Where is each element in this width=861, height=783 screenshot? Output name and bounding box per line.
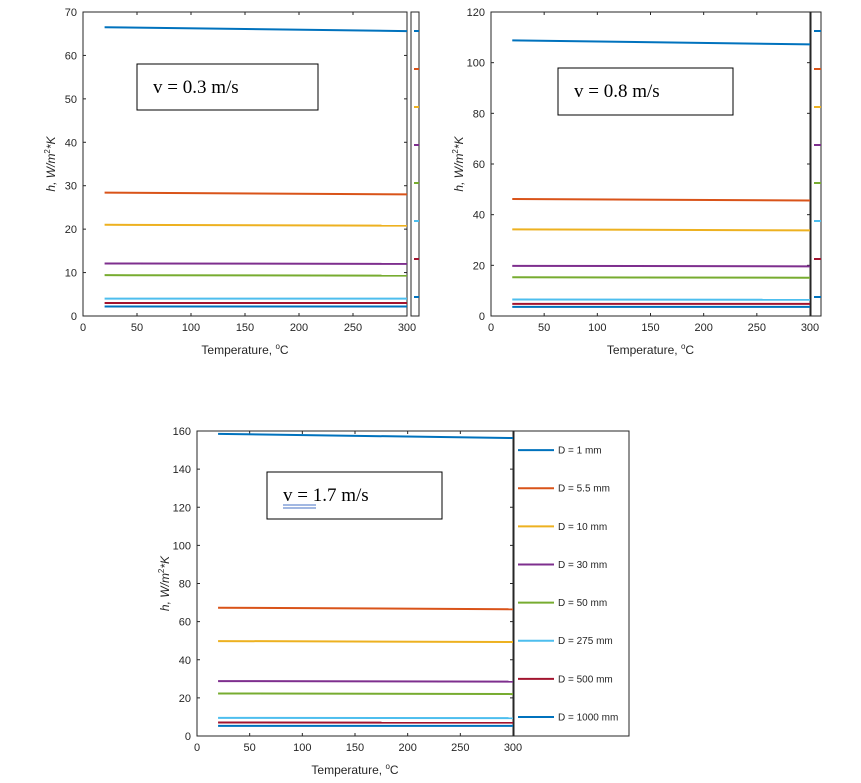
legend-label: D = 10 mm	[558, 522, 607, 533]
y-tick-label: 80	[473, 108, 485, 120]
legend-label: D = 50 mm	[558, 598, 607, 609]
x-tick-label: 0	[488, 322, 494, 334]
series-line	[218, 692, 514, 696]
x-axis-label: Temperature, oC	[607, 342, 695, 357]
annotation-box	[557, 67, 734, 116]
legend-box	[410, 11, 420, 317]
y-tick-label: 60	[473, 159, 485, 171]
y-tick-label: 160	[173, 426, 191, 438]
x-tick-label: 150	[641, 322, 659, 334]
x-tick-label: 250	[344, 322, 362, 334]
y-tick-label: 60	[179, 617, 191, 629]
x-tick-label: 250	[451, 742, 469, 754]
x-tick-label: 300	[801, 322, 819, 334]
x-tick-label: 300	[504, 742, 522, 754]
y-tick-label: 0	[71, 311, 77, 323]
annotation-text: v = 1.7 m/s	[283, 485, 369, 506]
legend-label: D = 1 mm	[558, 446, 602, 457]
x-tick-label: 100	[293, 742, 311, 754]
series-line	[218, 680, 514, 683]
x-tick-label: 200	[290, 322, 308, 334]
chart-1: 0 50 100 150 200 250 300 0 10 20 30 40 50 60 70 Tempera…	[43, 7, 420, 357]
x-tick-label: 50	[131, 322, 143, 334]
y-tick-label: 20	[473, 260, 485, 272]
series-line	[218, 640, 514, 644]
series-line	[104, 191, 408, 196]
y-tick-label: 20	[65, 224, 77, 236]
y-tick-label: 70	[65, 7, 77, 19]
series-line	[218, 432, 514, 440]
series-line	[512, 39, 811, 46]
plot-area	[490, 11, 811, 317]
y-tick-label: 40	[473, 210, 485, 222]
y-tick-label: 140	[173, 464, 191, 476]
x-tick-label: 0	[194, 742, 200, 754]
series-line	[512, 228, 811, 232]
annotation-box	[136, 63, 319, 111]
x-axis-label: Temperature, oC	[201, 342, 289, 357]
y-axis-label: h, W/m2*K	[451, 135, 466, 191]
y-tick-label: 40	[179, 655, 191, 667]
chart-3: 0 50 100 150 200 250 300 0 20 40 60 80 100 120 140 160 T…	[157, 426, 630, 777]
series-line	[512, 276, 811, 279]
series-line	[218, 606, 514, 611]
x-tick-label: 150	[236, 322, 254, 334]
x-tick-label: 300	[398, 322, 416, 334]
annotation-text: v = 0.3 m/s	[153, 77, 239, 98]
x-tick-label: 200	[694, 322, 712, 334]
x-tick-label: 150	[346, 742, 364, 754]
y-axis-label: h, W/m2*K	[43, 135, 58, 191]
y-tick-label: 80	[179, 579, 191, 591]
chart-2: 0 50 100 150 200 250 300 0 20 40 60 80 100 120 Tempera…	[451, 7, 822, 357]
series-line	[104, 26, 408, 33]
series-line	[104, 223, 408, 227]
y-tick-label: 120	[173, 502, 191, 514]
series-line	[512, 197, 811, 202]
legend-box	[513, 430, 630, 737]
y-tick-label: 0	[185, 731, 191, 743]
x-tick-label: 250	[748, 322, 766, 334]
x-tick-label: 100	[588, 322, 606, 334]
annotation-box	[266, 471, 443, 520]
y-axis-label: h, W/m2*K	[157, 555, 172, 611]
series-line	[512, 264, 811, 268]
y-tick-label: 60	[65, 50, 77, 62]
y-tick-label: 50	[65, 94, 77, 106]
annotation-text: v = 0.8 m/s	[574, 81, 660, 102]
x-tick-label: 0	[80, 322, 86, 334]
legend-label: D = 30 mm	[558, 560, 607, 571]
plot-area	[82, 11, 408, 317]
y-tick-label: 10	[65, 268, 77, 280]
y-tick-label: 30	[65, 181, 77, 193]
y-tick-label: 0	[479, 311, 485, 323]
x-tick-label: 50	[538, 322, 550, 334]
x-tick-label: 50	[244, 742, 256, 754]
x-axis-label: Temperature, oC	[311, 762, 399, 777]
y-tick-label: 100	[173, 540, 191, 552]
y-tick-label: 20	[179, 693, 191, 705]
x-tick-label: 200	[398, 742, 416, 754]
legend-label: D = 275 mm	[558, 636, 613, 647]
y-tick-label: 100	[467, 58, 485, 70]
x-tick-label: 100	[182, 322, 200, 334]
y-tick-label: 120	[467, 7, 485, 19]
y-tick-label: 40	[65, 137, 77, 149]
legend-label: D = 5.5 mm	[558, 484, 610, 495]
legend-label: D = 500 mm	[558, 674, 613, 685]
legend-box	[810, 11, 822, 317]
legend-label: D = 1000 mm	[558, 712, 618, 723]
